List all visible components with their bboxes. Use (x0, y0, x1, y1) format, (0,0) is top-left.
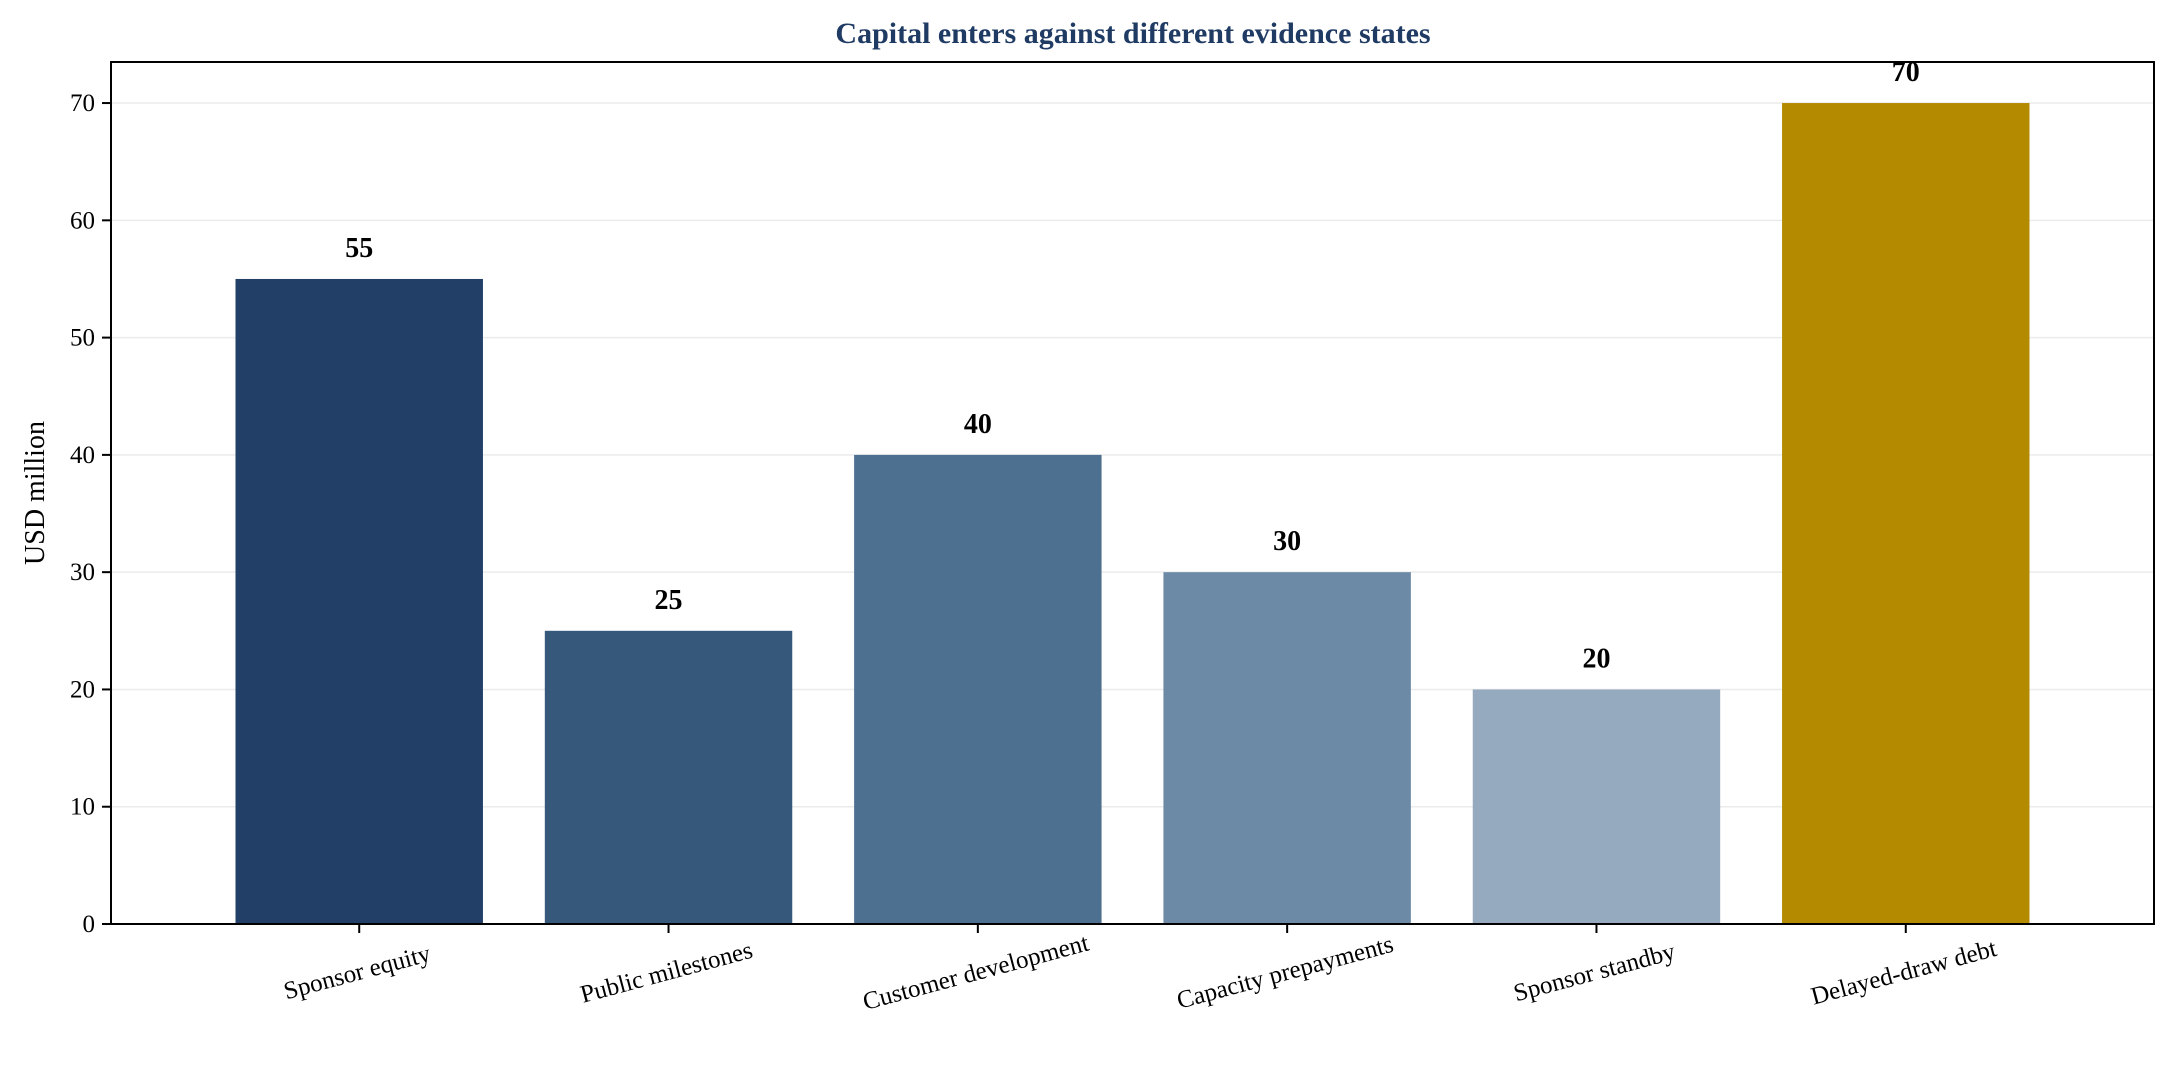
bar (235, 278, 483, 925)
bar (544, 630, 793, 924)
x-tick-label: Sponsor equity (281, 940, 434, 1005)
chart-title: Capital enters against different evidenc… (835, 17, 1430, 50)
x-tick-label: Public milestones (578, 937, 756, 1009)
data-label: 20 (1582, 643, 1610, 674)
bars (235, 103, 2030, 925)
y-tick-label: 0 (83, 911, 96, 938)
x-tick-label: Capacity prepayments (1174, 931, 1396, 1015)
data-label: 40 (964, 409, 992, 440)
bar (1163, 572, 1411, 924)
data-label: 30 (1273, 526, 1301, 557)
x-axis-ticks: Sponsor equity Public milestones Customer … (281, 924, 2000, 1016)
x-tick-label: Delayed-draw debt (1808, 935, 1999, 1010)
y-tick-label: 50 (70, 325, 95, 352)
y-axis-ticks: 0 10 20 30 40 50 60 70 (70, 90, 111, 938)
x-tick-label: Sponsor standby (1511, 938, 1679, 1007)
y-tick-label: 10 (70, 794, 95, 821)
y-tick-label: 30 (70, 559, 95, 586)
x-tick-label: Customer development (860, 930, 1092, 1016)
y-tick-label: 40 (70, 442, 95, 469)
bar (1782, 103, 2030, 925)
y-tick-label: 20 (70, 676, 95, 703)
bar (1472, 689, 1721, 924)
y-tick-label: 70 (70, 90, 95, 117)
y-tick-label: 60 (70, 207, 95, 234)
plot-frame (110, 61, 2155, 925)
bar (854, 454, 1102, 924)
data-label: 55 (345, 233, 373, 264)
data-label: 25 (655, 585, 683, 616)
y-axis-label: USD million (20, 421, 51, 565)
